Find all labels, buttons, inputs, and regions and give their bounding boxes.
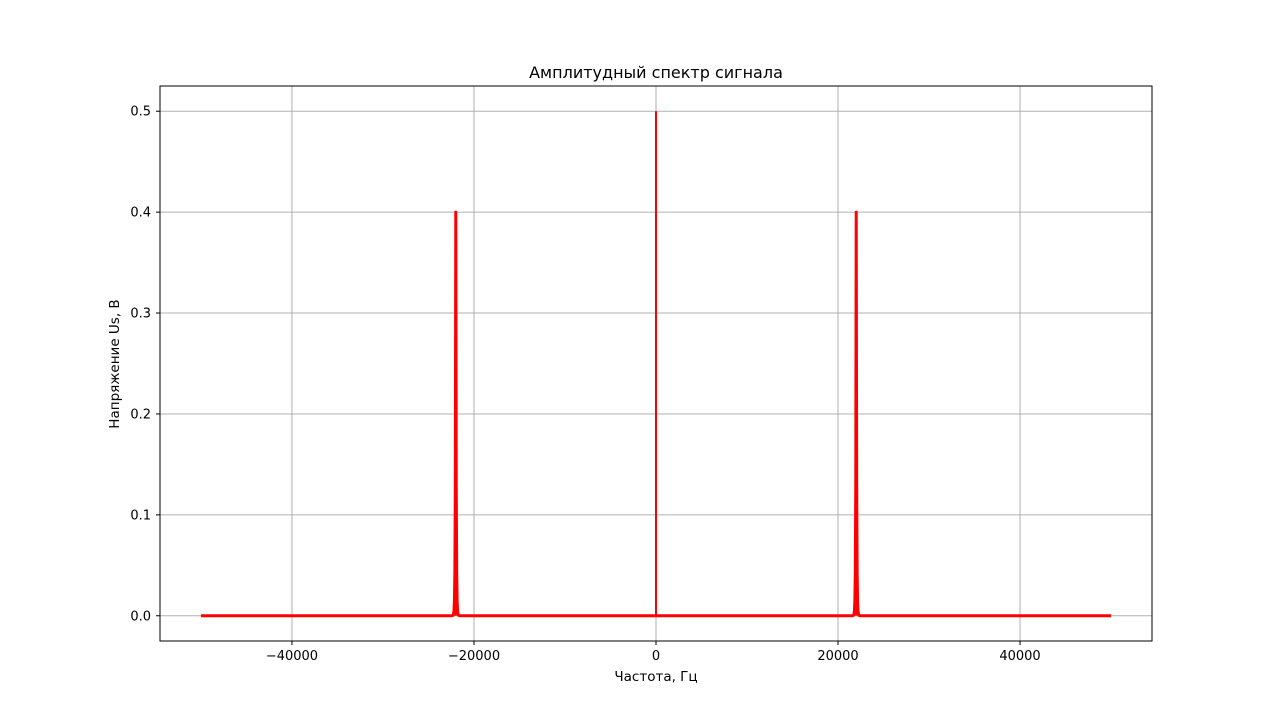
x-tick-label: 20000 [817,649,858,664]
x-axis-label: Частота, Гц [614,669,697,685]
series-layer [199,111,1113,618]
ticks: −40000 −20000 0 20000 40000 0.0 0.1 0.2 0.3 0.4 0.… [130,105,1040,664]
y-tick-label: 0.4 [130,206,151,221]
y-axis-label: Напряжение Us, В [107,299,123,428]
y-tick-label: 0.0 [130,609,151,624]
x-tick-label: −20000 [448,649,500,664]
x-tick-label: 0 [652,649,660,664]
y-tick-label: 0.1 [130,508,151,523]
y-tick-label: 0.2 [130,407,151,422]
y-tick-label: 0.5 [130,105,151,120]
y-tick-label: 0.3 [130,307,151,322]
x-tick-label: 40000 [999,649,1040,664]
x-tick-label: −40000 [266,649,318,664]
chart-title: Амплитудный спектр сигнала [529,63,783,82]
